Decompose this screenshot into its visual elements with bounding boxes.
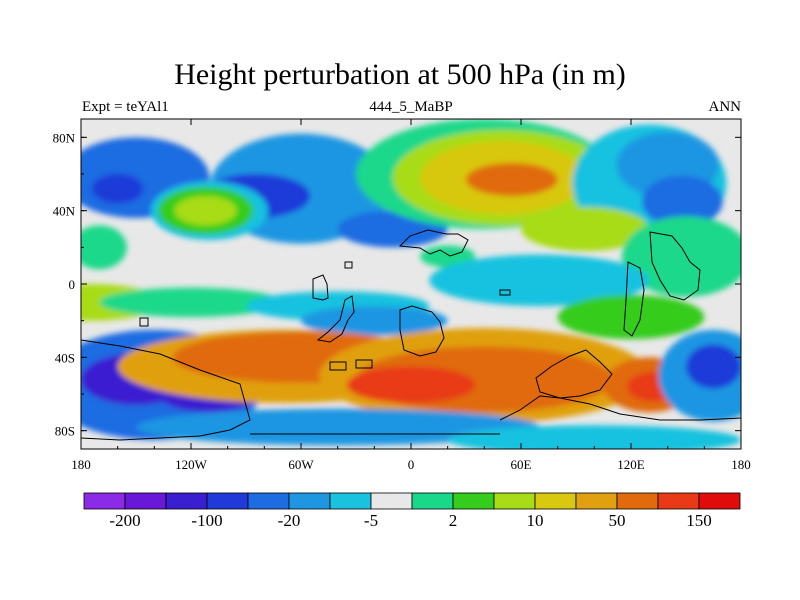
- field-contour-1: [92, 174, 144, 204]
- x-tick-label-4: 60E: [511, 457, 532, 472]
- colorbar-swatch-14: [657, 492, 700, 510]
- y-tick-label-2: 0: [69, 277, 76, 292]
- colorbar-swatch-7: [370, 492, 413, 510]
- coastline-antarctica: [81, 339, 741, 441]
- colorbar-label-5: 10: [527, 511, 544, 530]
- field-contour-21: [99, 287, 283, 318]
- x-tick-label-2: 60W: [288, 457, 314, 472]
- coastline-south-america: [312, 274, 355, 343]
- field-contour-6: [174, 196, 237, 226]
- colorbar-swatch-15: [698, 492, 741, 510]
- colorbar-label-4: 2: [449, 511, 458, 530]
- coastline-africa: [398, 229, 469, 357]
- colorbar-swatch-8: [411, 492, 454, 510]
- field-contour-16: [621, 216, 741, 297]
- field-contour-15: [521, 207, 650, 251]
- field-contour-32: [346, 366, 476, 404]
- experiment-label: Expt = teYAl1: [82, 99, 169, 115]
- field-contour-11: [466, 163, 558, 196]
- y-tick-label-3: 40S: [55, 350, 75, 365]
- colorbar-swatch-4: [247, 492, 290, 510]
- y-tick-label-0: 80N: [53, 130, 76, 145]
- y-tick-label-4: 80S: [55, 424, 75, 439]
- x-tick-label-1: 120W: [175, 457, 208, 472]
- field-contour-19: [81, 225, 127, 270]
- x-tick-label-3: 0: [408, 457, 415, 472]
- colorbar-swatch-6: [329, 492, 372, 510]
- colorbar-swatch-2: [165, 492, 208, 510]
- colorbar-label-1: -100: [191, 511, 222, 530]
- field-contour-24: [557, 295, 705, 339]
- colorbar-label-0: -200: [109, 511, 140, 530]
- run-label: 444_5_MaBP: [369, 99, 453, 115]
- field-contour-17: [420, 245, 476, 268]
- coastline-islands: [139, 261, 511, 371]
- colorbar-swatch-9: [452, 492, 495, 510]
- x-tick-label-6: 180: [731, 457, 751, 472]
- field-contour-18: [429, 254, 650, 306]
- season-label: ANN: [708, 99, 742, 115]
- field-contour-37: [135, 408, 540, 446]
- colorbar-swatch-12: [575, 492, 618, 510]
- colorbar-swatch-0: [83, 492, 126, 510]
- chart-title: Height perturbation at 500 hPa (in m): [174, 58, 626, 91]
- x-tick-label-0: 180: [71, 457, 91, 472]
- colorbar-label-2: -20: [278, 511, 301, 530]
- field-contour-36: [686, 344, 741, 389]
- x-tick-label-5: 120E: [617, 457, 645, 472]
- coastline-asia: [623, 231, 701, 337]
- y-tick-label-1: 40N: [53, 204, 76, 219]
- colorbar-swatch-1: [124, 492, 167, 510]
- colorbar-swatch-5: [288, 492, 331, 510]
- colorbar-swatch-11: [534, 492, 577, 510]
- colorbar-label-7: 150: [686, 511, 712, 530]
- field-contour-38: [447, 425, 741, 449]
- colorbar-label-3: -5: [364, 511, 378, 530]
- colorbar-swatch-10: [493, 492, 536, 510]
- colorbar-swatch-3: [206, 492, 249, 510]
- field-contour-23: [301, 306, 448, 336]
- colorbar-label-6: 50: [609, 511, 626, 530]
- field-contour-14: [642, 175, 723, 228]
- colorbar-swatch-13: [616, 492, 659, 510]
